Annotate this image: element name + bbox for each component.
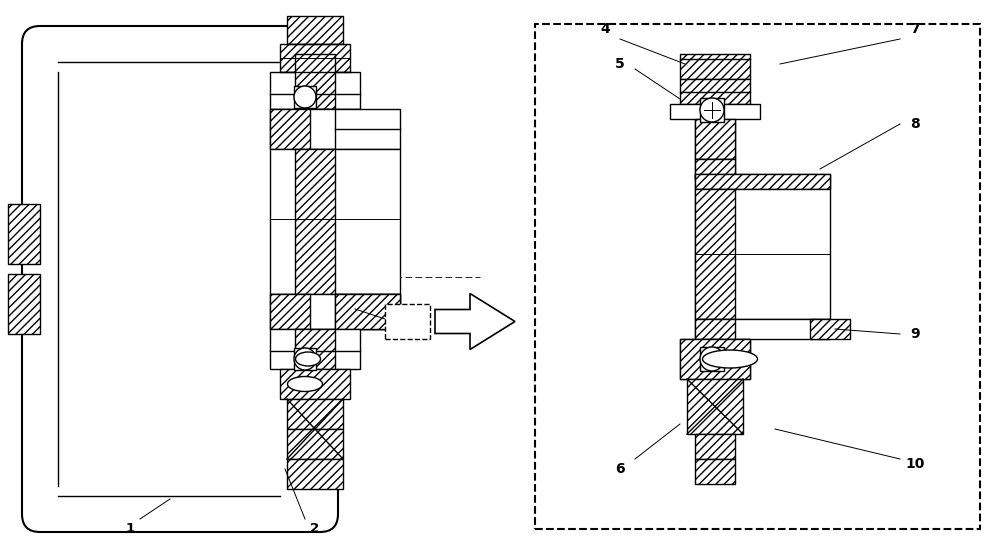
Bar [295,109,335,129]
Bar [270,109,360,149]
Bar [8,274,40,334]
Text: 9: 9 [910,327,920,341]
Bar [287,429,343,459]
Bar [535,24,980,529]
Bar [680,339,750,379]
Ellipse shape [296,352,320,366]
Bar [687,379,743,434]
Bar [695,459,735,484]
Bar [287,16,343,44]
Bar [680,54,750,79]
Text: 3: 3 [403,315,412,328]
Bar [270,294,310,329]
Bar [295,109,335,129]
Bar [294,348,316,370]
Bar [287,399,343,429]
Text: 1: 1 [125,522,135,536]
Bar [287,459,343,489]
Bar [335,294,400,329]
Bar [695,119,735,159]
Bar [695,64,735,159]
Bar [680,339,750,379]
Bar [270,72,360,109]
Bar [270,149,400,294]
Bar [695,189,830,319]
Bar [700,347,724,371]
Bar [335,109,400,149]
Bar [295,149,335,294]
Polygon shape [435,294,515,350]
Bar [695,434,735,459]
Text: 4: 4 [600,22,610,36]
Text: 7: 7 [910,22,920,36]
Bar [335,294,400,329]
Ellipse shape [702,350,758,368]
FancyBboxPatch shape [22,26,338,532]
Text: 6: 6 [615,462,625,476]
Bar [8,204,40,264]
Bar [295,329,335,369]
Bar [695,159,735,179]
Bar [670,104,760,119]
Bar [695,189,735,319]
Text: 8: 8 [910,117,920,131]
Circle shape [700,98,724,122]
Bar [695,174,830,189]
Bar [695,319,735,339]
Bar [280,369,350,399]
Bar [295,54,335,109]
Circle shape [294,348,316,370]
Bar [700,98,724,122]
Circle shape [294,86,316,108]
Ellipse shape [288,377,322,392]
Bar [385,304,430,339]
Bar [810,319,850,339]
Bar [695,319,830,339]
Bar [294,86,316,108]
Circle shape [700,347,724,371]
Bar [695,159,735,179]
Text: 10: 10 [905,457,925,471]
Text: 5: 5 [615,57,625,71]
Bar [270,109,310,149]
Bar [270,294,400,329]
Bar [270,329,360,369]
Bar [695,174,830,189]
Bar [280,44,350,72]
Text: 2: 2 [310,522,320,536]
Bar [680,79,750,104]
